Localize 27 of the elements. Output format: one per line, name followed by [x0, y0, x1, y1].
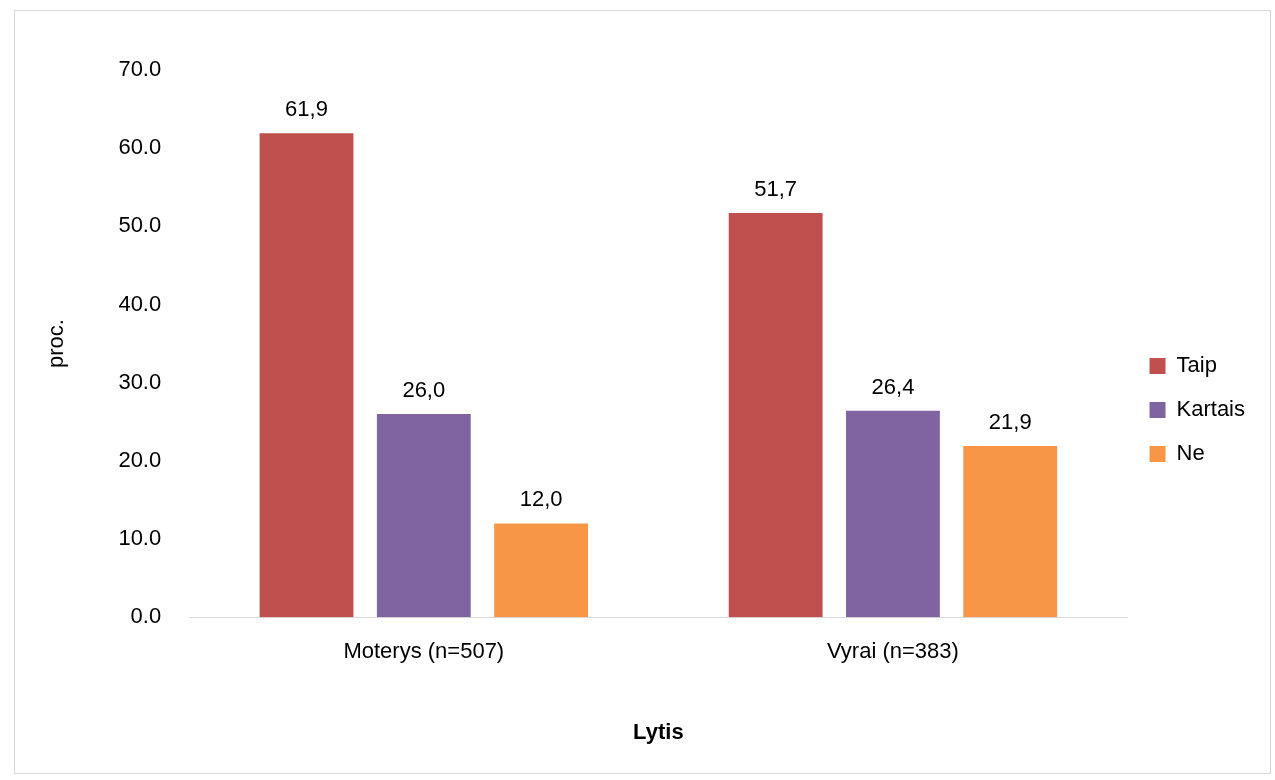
y-tick-label: 70.0 [118, 56, 162, 82]
bar [376, 413, 471, 618]
legend-label: Taip [1176, 352, 1217, 378]
y-tick-label: 30.0 [118, 368, 162, 394]
data-label: 61,9 [285, 96, 328, 122]
data-label: 12,0 [519, 486, 563, 512]
y-tick-label: 20.0 [118, 446, 162, 472]
legend-label: Ne [1176, 440, 1205, 466]
data-label: 51,7 [754, 176, 798, 202]
bar [728, 213, 823, 618]
bar [846, 410, 940, 618]
x-tick-label: Vyrai (n=383) [827, 638, 959, 664]
y-axis-title: proc. [43, 319, 69, 369]
data-label: 21,9 [988, 409, 1032, 435]
y-tick-label: 10.0 [118, 525, 162, 551]
x-tick-label: Moterys (n=507) [343, 638, 505, 664]
y-tick-label: 40.0 [118, 290, 162, 316]
bar [259, 133, 354, 618]
y-tick-label: 50.0 [118, 212, 162, 238]
x-axis-title: Lytis [633, 718, 684, 744]
y-tick-label: 0.0 [130, 603, 162, 629]
bar [963, 446, 1058, 618]
legend-label: Kartais [1176, 396, 1246, 422]
y-tick-label: 60.0 [118, 134, 162, 160]
bar [494, 523, 588, 618]
data-label: 26,4 [871, 373, 915, 399]
data-label: 26,0 [402, 377, 446, 403]
